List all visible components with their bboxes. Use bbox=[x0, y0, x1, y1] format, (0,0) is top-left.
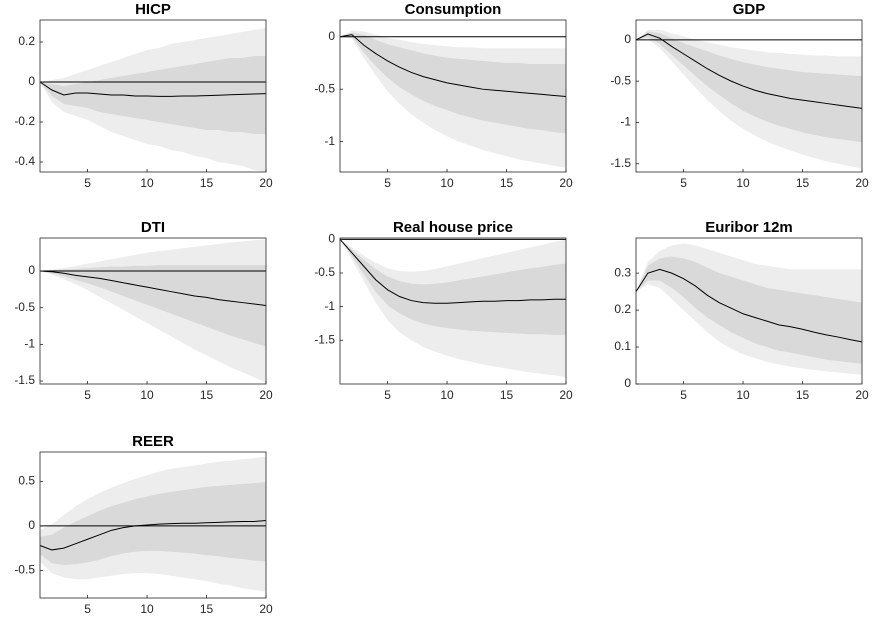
confidence-band bbox=[40, 265, 266, 347]
y-tick-label: -1.5 bbox=[314, 332, 335, 346]
x-tick-label: 15 bbox=[500, 388, 514, 402]
y-tick-label: -0.5 bbox=[314, 81, 335, 95]
x-tick-label: 15 bbox=[200, 176, 214, 190]
y-tick-label: 0 bbox=[328, 232, 335, 246]
axes-box bbox=[39, 237, 267, 385]
x-tick-label: 15 bbox=[500, 176, 514, 190]
x-tick-label: 5 bbox=[84, 176, 91, 190]
y-tick-label: 0 bbox=[624, 376, 631, 390]
y-tick-label: 0 bbox=[624, 32, 631, 46]
y-tick-label: -1.5 bbox=[610, 156, 631, 170]
x-tick-label: 10 bbox=[140, 176, 154, 190]
y-tick-label: -1 bbox=[324, 299, 335, 313]
x-tick-label: 20 bbox=[259, 176, 273, 190]
axes-box bbox=[39, 19, 267, 173]
confidence-band bbox=[340, 239, 566, 335]
confidence-band bbox=[636, 256, 862, 364]
x-tick-label: 10 bbox=[440, 388, 454, 402]
y-tick-label: 0 bbox=[28, 74, 35, 88]
x-tick-label: 10 bbox=[736, 388, 750, 402]
confidence-band bbox=[340, 32, 566, 134]
confidence-band bbox=[40, 482, 266, 566]
panel-title: Consumption bbox=[405, 1, 502, 18]
x-tick-label: 5 bbox=[384, 176, 391, 190]
y-tick-label: -0.2 bbox=[14, 114, 35, 128]
response-line bbox=[339, 239, 566, 304]
x-tick-label: 5 bbox=[680, 176, 687, 190]
x-tick-label: 10 bbox=[736, 176, 750, 190]
response-line bbox=[635, 268, 863, 343]
y-tick-label: -1 bbox=[324, 134, 335, 148]
x-tick-label: 15 bbox=[796, 388, 810, 402]
panel-title: Euribor 12m bbox=[705, 219, 793, 236]
y-tick-label: -0.5 bbox=[14, 563, 35, 577]
x-tick-label: 15 bbox=[200, 388, 214, 402]
y-tick-label: -1.5 bbox=[14, 373, 35, 387]
response-line bbox=[339, 34, 567, 98]
response-line bbox=[39, 520, 267, 551]
x-tick-label: 20 bbox=[855, 388, 869, 402]
x-tick-label: 5 bbox=[384, 388, 391, 402]
y-tick-label: 0.5 bbox=[18, 474, 35, 488]
y-tick-label: -0.5 bbox=[610, 73, 631, 87]
y-tick-label: -0.5 bbox=[314, 265, 335, 279]
panel-title: DTI bbox=[141, 219, 165, 236]
x-tick-label: 5 bbox=[84, 388, 91, 402]
response-line bbox=[635, 33, 863, 109]
y-tick-label: 0.1 bbox=[614, 339, 631, 353]
axes-box bbox=[635, 19, 863, 173]
x-tick-label: 20 bbox=[855, 176, 869, 190]
axes-box bbox=[339, 19, 567, 173]
y-tick-label: 0.2 bbox=[18, 34, 35, 48]
x-tick-label: 20 bbox=[559, 388, 573, 402]
panel-title: Real house price bbox=[393, 219, 513, 236]
x-tick-label: 5 bbox=[84, 602, 91, 616]
confidence-band bbox=[40, 56, 266, 134]
response-line bbox=[39, 270, 267, 306]
y-tick-label: 0 bbox=[328, 29, 335, 43]
y-tick-label: -0.4 bbox=[14, 154, 35, 168]
y-tick-label: -0.5 bbox=[14, 300, 35, 314]
x-tick-label: 15 bbox=[200, 602, 214, 616]
panel-title: GDP bbox=[733, 1, 766, 18]
y-tick-label: 0 bbox=[28, 263, 35, 277]
response-line bbox=[39, 81, 267, 97]
x-tick-label: 5 bbox=[680, 388, 687, 402]
y-tick-label: -1 bbox=[24, 337, 35, 351]
x-tick-label: 15 bbox=[796, 176, 810, 190]
x-tick-label: 20 bbox=[259, 388, 273, 402]
axes-box bbox=[39, 451, 267, 599]
y-tick-label: 0.2 bbox=[614, 302, 631, 316]
axes-box bbox=[339, 237, 567, 385]
panel-title: REER bbox=[132, 433, 174, 450]
axes-box bbox=[635, 237, 863, 385]
x-tick-label: 10 bbox=[140, 388, 154, 402]
x-tick-label: 20 bbox=[259, 602, 273, 616]
y-tick-label: 0.3 bbox=[614, 265, 631, 279]
y-tick-label: 0 bbox=[28, 518, 35, 532]
x-tick-label: 10 bbox=[440, 176, 454, 190]
panel-title: HICP bbox=[135, 1, 171, 18]
x-tick-label: 20 bbox=[559, 176, 573, 190]
y-tick-label: -1 bbox=[620, 115, 631, 129]
x-tick-label: 10 bbox=[140, 602, 154, 616]
